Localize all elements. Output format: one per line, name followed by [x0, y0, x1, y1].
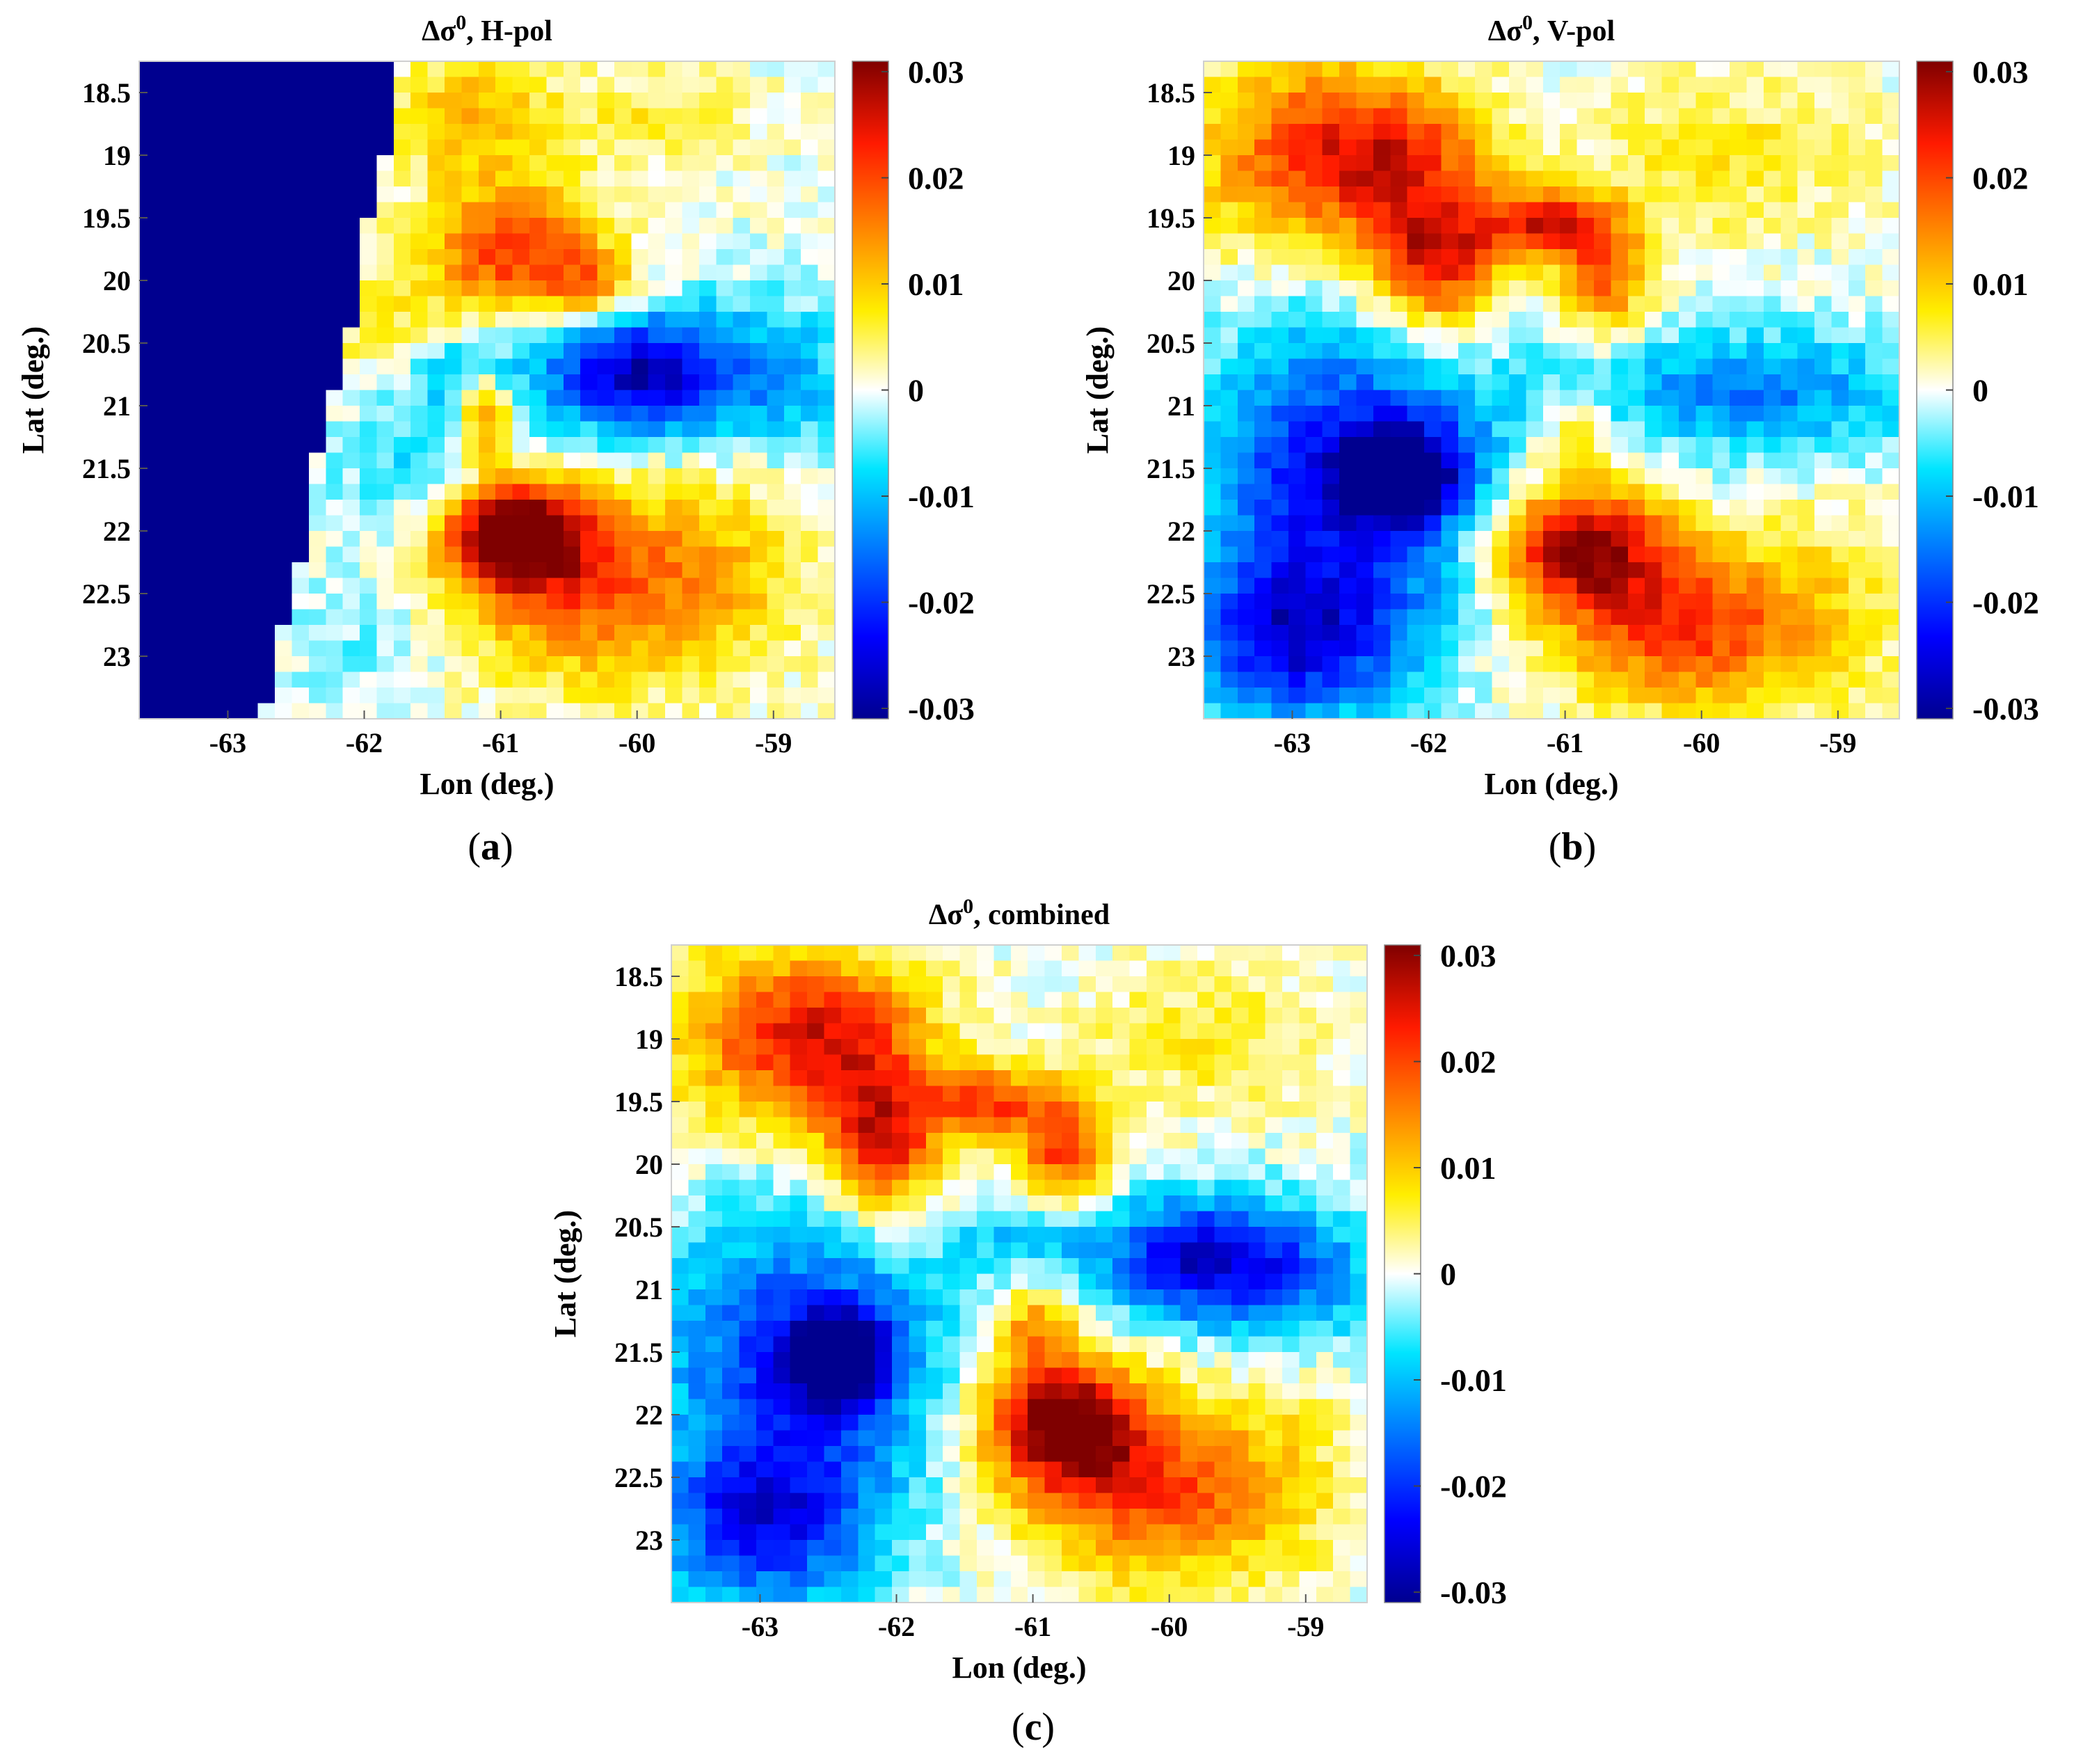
y-tick-label: 22.5: [82, 578, 131, 610]
chart-title: Δσ0, V-pol: [1488, 11, 1615, 47]
heatmap-c-svg: Δσ0, combined -63 -62 -61 -60 -59 18.5 19 19.5 20…: [548, 895, 1507, 1685]
chart-title: Δσ0, H-pol: [422, 11, 552, 47]
y-axis-label: Lat (deg.): [548, 1210, 582, 1337]
y-tick-label: 22: [635, 1399, 663, 1431]
heatmap-cells: [671, 945, 1368, 1603]
y-tick-label: 22.5: [614, 1462, 663, 1493]
x-tick-label: -61: [482, 727, 519, 758]
x-axis-label: Lon (deg.): [1484, 767, 1618, 801]
heatmap-panel-a: Δσ0, H-pol -63 -62 -61 -60 -59 18.5 19 19.5 20 20.…: [0, 0, 1016, 818]
y-tick-label: 22.5: [1147, 578, 1195, 610]
x-tick-label: -59: [1819, 727, 1856, 758]
colorbar-tick-label: 0.02: [908, 161, 964, 196]
y-tick-label: 20: [103, 265, 131, 296]
colorbar-tick-label: -0.02: [908, 585, 975, 621]
colorbar-tick-label: 0: [908, 373, 924, 408]
y-tick-label: 19.5: [1147, 202, 1195, 234]
heatmap-a-svg: Δσ0, H-pol -63 -62 -61 -60 -59 18.5 19 19.5 20 20.…: [16, 11, 975, 801]
y-tick-label: 23: [103, 641, 131, 672]
x-tick-label: -63: [209, 727, 246, 758]
plot-frame: [671, 944, 1368, 1603]
heatmap-b-svg: Δσ0, V-pol -63 -62 -61 -60 -59 18.5 19 19.5 20 20.…: [1080, 11, 2039, 801]
x-tick-label: -62: [1410, 727, 1447, 758]
y-tick-label: 20: [635, 1149, 663, 1180]
x-axis-label: Lon (deg.): [952, 1651, 1086, 1685]
colorbar-tick-label: 0.03: [908, 54, 964, 90]
y-axis-label: Lat (deg.): [16, 326, 50, 454]
y-tick-label: 21.5: [614, 1337, 663, 1368]
colorbar-tick-label: 0.02: [1440, 1044, 1497, 1080]
colorbar-tick-label: -0.03: [1972, 691, 2039, 726]
plot-frame: [138, 61, 836, 720]
x-tick-label: -61: [1547, 727, 1583, 758]
heatmap-cells: [1204, 61, 1900, 720]
y-tick-label: 21.5: [82, 453, 131, 484]
x-tick-label: -60: [1151, 1611, 1188, 1642]
panel-label-b: (b): [1548, 825, 1597, 868]
x-tick-label: -63: [742, 1611, 779, 1642]
y-tick-label: 21: [1167, 390, 1195, 422]
colorbar-tick-label: 0.02: [1972, 161, 2029, 196]
x-tick-label: -61: [1014, 1611, 1051, 1642]
heatmap-panel-c: Δσ0, combined -63 -62 -61 -60 -59 18.5 19 19.5 20…: [532, 884, 1548, 1701]
panel-label-a: (a): [468, 825, 513, 868]
y-tick-label: 19.5: [614, 1086, 663, 1118]
y-tick-label: 20: [1167, 265, 1195, 296]
colorbar-tick-label: -0.01: [1440, 1362, 1507, 1398]
y-axis-label: Lat (deg.): [1080, 326, 1115, 454]
y-tick-label: 18.5: [1147, 77, 1195, 109]
y-tick-label: 19: [103, 140, 131, 171]
y-tick-label: 19.5: [82, 202, 131, 234]
x-tick-label: -63: [1274, 727, 1311, 758]
colorbar-tick-label: 0.01: [1440, 1150, 1497, 1186]
y-tick-label: 22: [103, 516, 131, 547]
x-tick-label: -60: [1683, 727, 1720, 758]
colorbar-tick-label: -0.01: [1972, 479, 2039, 514]
colorbar-tick-label: 0: [1440, 1257, 1456, 1292]
y-tick-label: 20.5: [82, 328, 131, 359]
x-tick-label: -62: [346, 727, 383, 758]
colorbar-tick-label: 0: [1972, 373, 1988, 408]
y-tick-label: 19: [1167, 140, 1195, 171]
colorbar-tick-label: 0.03: [1440, 938, 1497, 974]
y-tick-label: 23: [1167, 641, 1195, 672]
colorbar-tick-label: 0.01: [908, 267, 964, 302]
y-tick-label: 22: [1167, 516, 1195, 547]
x-tick-label: -59: [1287, 1611, 1324, 1642]
y-tick-label: 23: [635, 1525, 663, 1556]
colorbar-tick-label: 0.01: [1972, 267, 2029, 302]
colorbar-tick-label: 0.03: [1972, 54, 2029, 90]
x-axis-label: Lon (deg.): [420, 767, 554, 801]
x-tick-label: -59: [755, 727, 792, 758]
y-tick-label: 19: [635, 1024, 663, 1055]
colorbar-tick-label: -0.03: [908, 691, 975, 726]
x-tick-label: -60: [618, 727, 655, 758]
heatmap-cells: [139, 61, 836, 720]
colorbar-tick-label: -0.02: [1440, 1469, 1507, 1504]
panel-label-c: (c): [1011, 1706, 1055, 1749]
y-tick-label: 20.5: [614, 1211, 663, 1243]
y-tick-label: 18.5: [614, 961, 663, 992]
y-tick-label: 21.5: [1147, 453, 1195, 484]
y-tick-label: 21: [635, 1274, 663, 1305]
colorbar-tick-label: -0.03: [1440, 1575, 1507, 1610]
y-tick-label: 21: [103, 390, 131, 422]
y-tick-label: 20.5: [1147, 328, 1195, 359]
colorbar-tick-label: -0.02: [1972, 585, 2039, 621]
y-tick-label: 18.5: [82, 77, 131, 109]
colorbar-tick-label: -0.01: [908, 479, 975, 514]
chart-title: Δσ0, combined: [929, 895, 1110, 931]
heatmap-panel-b: Δσ0, V-pol -63 -62 -61 -60 -59 18.5 19 19.5 20 20.…: [1064, 0, 2080, 818]
plot-frame: [1203, 61, 1900, 720]
x-tick-label: -62: [878, 1611, 915, 1642]
